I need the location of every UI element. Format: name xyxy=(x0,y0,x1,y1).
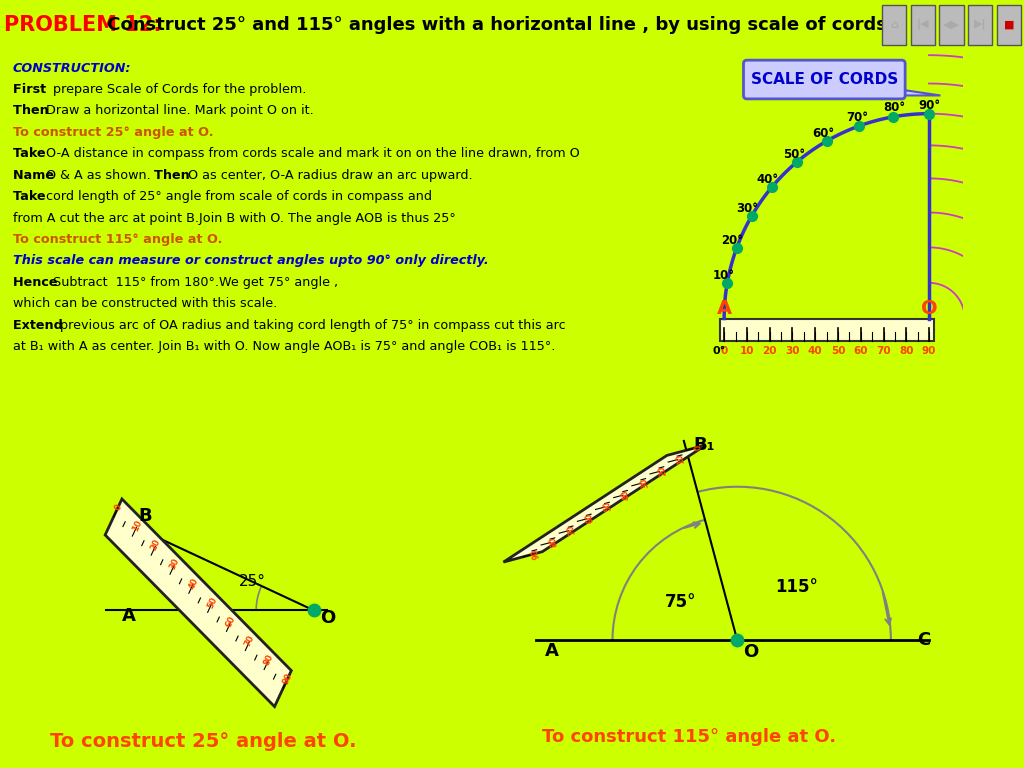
Text: A: A xyxy=(546,642,559,660)
Bar xyxy=(720,319,934,341)
Text: 40: 40 xyxy=(187,576,200,591)
Text: 50: 50 xyxy=(602,500,613,512)
Bar xyxy=(939,5,964,45)
Text: O: O xyxy=(321,610,336,627)
Text: Extend: Extend xyxy=(12,319,68,332)
Text: 30: 30 xyxy=(168,557,181,571)
Text: 50: 50 xyxy=(830,346,845,356)
Text: To construct 115° angle at O.: To construct 115° angle at O. xyxy=(12,233,222,246)
Text: O: O xyxy=(921,299,937,318)
Text: 75°: 75° xyxy=(666,593,696,611)
Text: 60: 60 xyxy=(585,511,596,525)
Text: 10: 10 xyxy=(130,519,143,533)
Text: O-A distance in compass from cords scale and mark it on on the line drawn, from : O-A distance in compass from cords scale… xyxy=(46,147,581,161)
Text: Name: Name xyxy=(12,169,58,182)
Text: 40°: 40° xyxy=(757,173,779,186)
Text: 20: 20 xyxy=(763,346,777,356)
Text: SCALE OF CORDS: SCALE OF CORDS xyxy=(751,72,898,87)
Bar xyxy=(882,5,906,45)
Bar xyxy=(996,5,1021,45)
Text: Draw a horizontal line. Mark point O on it.: Draw a horizontal line. Mark point O on … xyxy=(46,104,314,118)
Text: 10: 10 xyxy=(675,452,686,465)
Text: |◀: |◀ xyxy=(916,19,929,31)
Text: 70: 70 xyxy=(566,524,578,536)
Text: 70: 70 xyxy=(877,346,891,356)
Text: previous arc of OA radius and taking cord length of 75° in compass cut this arc: previous arc of OA radius and taking cor… xyxy=(59,319,565,332)
Text: O & A as shown.: O & A as shown. xyxy=(46,169,156,182)
Text: ⌂: ⌂ xyxy=(890,20,898,30)
Text: 10°: 10° xyxy=(713,269,735,282)
Text: A: A xyxy=(717,299,732,318)
Text: A: A xyxy=(122,607,135,625)
Text: 50: 50 xyxy=(206,595,219,610)
Polygon shape xyxy=(855,86,940,95)
Text: 30: 30 xyxy=(785,346,800,356)
Text: PROBLEM 12:: PROBLEM 12: xyxy=(4,15,162,35)
Text: 20°: 20° xyxy=(721,234,743,247)
Text: 90: 90 xyxy=(282,671,294,686)
Text: B₁: B₁ xyxy=(693,436,715,454)
Text: 0: 0 xyxy=(694,443,703,451)
Text: 40: 40 xyxy=(808,346,822,356)
Text: First: First xyxy=(12,83,50,96)
Text: 60: 60 xyxy=(224,614,238,628)
Text: 20: 20 xyxy=(656,465,669,477)
Text: ■: ■ xyxy=(1004,20,1014,30)
Text: To construct 25° angle at O.: To construct 25° angle at O. xyxy=(12,126,213,139)
Text: 30°: 30° xyxy=(736,202,758,215)
Text: Subtract  115° from 180°.We get 75° angle ,: Subtract 115° from 180°.We get 75° angle… xyxy=(53,276,338,289)
Text: prepare Scale of Cords for the problem.: prepare Scale of Cords for the problem. xyxy=(53,83,306,96)
Bar xyxy=(968,5,992,45)
Text: This scale can measure or construct angles upto 90° only directly.: This scale can measure or construct angl… xyxy=(12,254,488,267)
Text: 80: 80 xyxy=(262,652,275,667)
Text: 30: 30 xyxy=(639,476,650,488)
Text: Hence: Hence xyxy=(12,276,61,289)
Polygon shape xyxy=(504,445,706,562)
Text: 90: 90 xyxy=(529,548,541,560)
Text: 0: 0 xyxy=(113,502,124,511)
Text: 70°: 70° xyxy=(846,111,868,124)
Text: from A cut the arc at point B.Join B with O. The angle AOB is thus 25°: from A cut the arc at point B.Join B wit… xyxy=(12,211,456,224)
Text: 20: 20 xyxy=(150,538,163,552)
Text: 115°: 115° xyxy=(776,578,818,596)
Text: at B₁ with A as center. Join B₁ with O. Now angle AOB₁ is 75° and angle COB₁ is : at B₁ with A as center. Join B₁ with O. … xyxy=(12,340,555,353)
Polygon shape xyxy=(105,499,292,707)
Text: 70: 70 xyxy=(244,634,256,647)
Text: 0: 0 xyxy=(721,346,728,356)
Text: To construct 115° angle at O.: To construct 115° angle at O. xyxy=(543,728,837,746)
Bar xyxy=(910,5,935,45)
Text: O as center, O-A radius draw an arc upward.: O as center, O-A radius draw an arc upwa… xyxy=(187,169,472,182)
Text: 90: 90 xyxy=(922,346,936,356)
Text: ▶|: ▶| xyxy=(974,19,986,31)
Text: Then: Then xyxy=(154,169,195,182)
Text: C: C xyxy=(918,631,931,649)
Text: Then: Then xyxy=(12,104,53,118)
Text: Take: Take xyxy=(12,147,50,161)
Text: 10: 10 xyxy=(739,346,754,356)
Text: 80: 80 xyxy=(548,535,559,548)
Text: Take: Take xyxy=(12,190,50,203)
Text: 40: 40 xyxy=(621,488,632,501)
Text: 60°: 60° xyxy=(812,127,835,141)
Text: 90°: 90° xyxy=(919,98,940,111)
Text: 50°: 50° xyxy=(782,147,805,161)
Text: 80: 80 xyxy=(899,346,913,356)
Text: 0°: 0° xyxy=(713,346,726,356)
Text: 25°: 25° xyxy=(239,574,265,589)
Text: To construct 25° angle at O.: To construct 25° angle at O. xyxy=(50,733,356,752)
Text: O: O xyxy=(743,643,759,661)
Text: cord length of 25° angle from scale of cords in compass and: cord length of 25° angle from scale of c… xyxy=(46,190,432,203)
Text: which can be constructed with this scale.: which can be constructed with this scale… xyxy=(12,297,278,310)
Text: B: B xyxy=(138,507,152,525)
Text: 60: 60 xyxy=(853,346,868,356)
Text: 80°: 80° xyxy=(883,101,905,114)
Text: Construct 25° and 115° angles with a horizontal line , by using scale of cords.: Construct 25° and 115° angles with a hor… xyxy=(101,16,894,34)
Text: ◀▶: ◀▶ xyxy=(943,20,961,30)
FancyBboxPatch shape xyxy=(743,60,905,99)
Text: CONSTRUCTION:: CONSTRUCTION: xyxy=(12,61,131,74)
